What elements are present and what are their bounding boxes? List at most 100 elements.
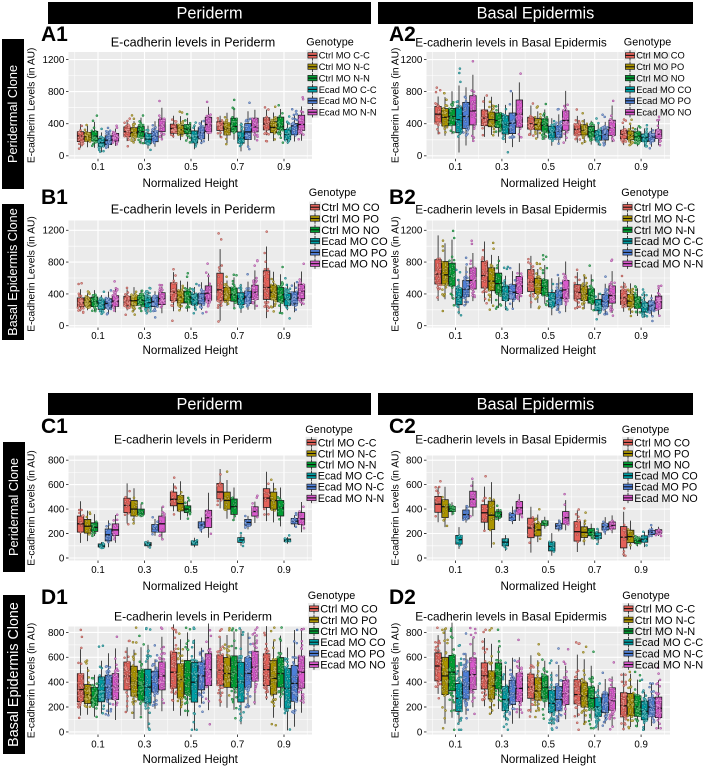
svg-text:Genotype: Genotype: [305, 424, 353, 436]
svg-text:Ctrl MO CO: Ctrl MO CO: [634, 437, 690, 449]
svg-text:Ecad MO NO: Ecad MO NO: [636, 108, 691, 118]
svg-text:Normalized Height: Normalized Height: [501, 177, 597, 190]
svg-text:Ecad MO N-N: Ecad MO N-N: [634, 259, 704, 271]
svg-text:Ecad MO CO: Ecad MO CO: [321, 236, 388, 248]
svg-text:0.9: 0.9: [634, 740, 647, 751]
svg-text:0.7: 0.7: [588, 740, 601, 751]
svg-text:0.1: 0.1: [91, 162, 104, 173]
svg-text:Ecad MO NO: Ecad MO NO: [321, 259, 388, 271]
svg-text:0.5: 0.5: [184, 565, 197, 576]
svg-text:Basal Epidermis Clone: Basal Epidermis Clone: [6, 208, 20, 335]
svg-text:Ecad MO C-C: Ecad MO C-C: [319, 85, 377, 95]
svg-text:600: 600: [406, 480, 423, 491]
svg-text:Ctrl MO N-C: Ctrl MO N-C: [634, 214, 696, 226]
svg-text:0.5: 0.5: [542, 565, 555, 576]
svg-text:Ecad MO C-C: Ecad MO C-C: [634, 236, 704, 248]
svg-text:0.1: 0.1: [91, 565, 104, 576]
svg-text:1200: 1200: [43, 55, 65, 66]
svg-text:A1: A1: [41, 23, 68, 46]
svg-text:Ecad MO NO: Ecad MO NO: [320, 660, 386, 672]
svg-text:0.3: 0.3: [495, 565, 508, 576]
svg-text:Normalized Height: Normalized Height: [501, 344, 597, 357]
svg-text:Ctrl MO NO: Ctrl MO NO: [321, 225, 380, 237]
svg-text:Genotype: Genotype: [306, 36, 354, 48]
svg-text:0.7: 0.7: [588, 331, 601, 342]
svg-text:0.1: 0.1: [449, 740, 462, 751]
svg-text:Normalized Height: Normalized Height: [143, 580, 239, 593]
svg-text:Genotype: Genotype: [622, 424, 670, 436]
svg-text:D1: D1: [41, 586, 68, 609]
svg-text:Ctrl MO N-C: Ctrl MO N-C: [319, 62, 370, 72]
svg-text:400: 400: [406, 678, 423, 689]
svg-text:200: 200: [48, 529, 65, 540]
svg-text:Genotype: Genotype: [621, 187, 669, 199]
svg-text:E-cadherin levels in Basal Epi: E-cadherin levels in Basal Epidermis: [415, 203, 607, 217]
svg-text:Ecad MO N-C: Ecad MO N-C: [634, 247, 704, 259]
svg-text:0.9: 0.9: [634, 565, 647, 576]
svg-text:0.7: 0.7: [231, 162, 244, 173]
svg-text:800: 800: [48, 628, 65, 639]
svg-text:0.3: 0.3: [138, 565, 151, 576]
svg-text:0.7: 0.7: [231, 740, 244, 751]
svg-text:Ctrl MO N-N: Ctrl MO N-N: [634, 225, 696, 237]
svg-text:E-cadherin Levels (in AU): E-cadherin Levels (in AU): [391, 450, 402, 566]
svg-text:Ecad MO N-N: Ecad MO N-N: [319, 108, 377, 118]
svg-text:C1: C1: [41, 415, 68, 438]
svg-text:0.1: 0.1: [91, 331, 104, 342]
svg-text:E-cadherin Levels (in AU): E-cadherin Levels (in AU): [27, 48, 38, 164]
svg-text:200: 200: [48, 702, 65, 713]
svg-text:Peridermal Clone: Peridermal Clone: [6, 65, 20, 163]
svg-text:0: 0: [59, 553, 65, 564]
svg-text:0.7: 0.7: [231, 331, 244, 342]
svg-text:0.5: 0.5: [184, 331, 197, 342]
svg-text:Normalized Height: Normalized Height: [143, 753, 239, 766]
svg-text:Ecad MO N-N: Ecad MO N-N: [635, 660, 704, 672]
svg-text:Ecad MO PO: Ecad MO PO: [320, 648, 385, 660]
svg-text:0.3: 0.3: [495, 162, 508, 173]
svg-text:600: 600: [406, 653, 423, 664]
svg-text:0: 0: [417, 321, 423, 332]
svg-text:Ctrl MO PO: Ctrl MO PO: [320, 615, 377, 627]
svg-text:0: 0: [417, 151, 423, 162]
svg-text:400: 400: [48, 505, 65, 516]
svg-text:0.5: 0.5: [542, 162, 555, 173]
svg-text:E-cadherin levels in Periderm: E-cadherin levels in Periderm: [111, 203, 276, 217]
svg-text:0.9: 0.9: [277, 331, 290, 342]
svg-text:400: 400: [48, 119, 65, 130]
svg-text:0: 0: [59, 321, 65, 332]
svg-text:Ctrl MO PO: Ctrl MO PO: [634, 448, 689, 460]
svg-text:B1: B1: [41, 186, 68, 209]
svg-text:Ctrl MO C-C: Ctrl MO C-C: [319, 51, 370, 61]
svg-text:Basal Epidermis Clone: Basal Epidermis Clone: [6, 602, 22, 747]
svg-text:Ctrl MO C-C: Ctrl MO C-C: [318, 437, 377, 449]
svg-text:800: 800: [406, 258, 423, 269]
svg-text:800: 800: [406, 87, 423, 98]
svg-text:0.9: 0.9: [277, 740, 290, 751]
svg-text:Ecad MO NO: Ecad MO NO: [634, 493, 698, 505]
svg-text:Basal Epidermis: Basal Epidermis: [477, 396, 595, 414]
svg-text:0.7: 0.7: [231, 565, 244, 576]
svg-text:E-cadherin levels in Basal Epi: E-cadherin levels in Basal Epidermis: [415, 433, 607, 447]
svg-text:0.5: 0.5: [542, 740, 555, 751]
svg-text:Ecad MO CO: Ecad MO CO: [634, 471, 698, 483]
svg-text:Ecad MO PO: Ecad MO PO: [321, 247, 387, 259]
svg-text:0.3: 0.3: [495, 740, 508, 751]
svg-text:400: 400: [48, 678, 65, 689]
svg-text:0: 0: [59, 727, 65, 738]
svg-text:Ctrl MO NO: Ctrl MO NO: [634, 460, 690, 472]
svg-text:200: 200: [406, 529, 423, 540]
svg-text:Normalized Height: Normalized Height: [501, 753, 597, 766]
svg-text:1200: 1200: [401, 226, 423, 237]
svg-text:800: 800: [406, 456, 423, 467]
svg-text:400: 400: [406, 505, 423, 516]
svg-text:Ecad MO CO: Ecad MO CO: [320, 637, 386, 649]
svg-text:C2: C2: [389, 415, 416, 438]
svg-text:Basal Epidermis: Basal Epidermis: [477, 5, 595, 23]
svg-text:Ctrl MO NO: Ctrl MO NO: [320, 626, 378, 638]
svg-text:Peridermal Clone: Peridermal Clone: [7, 458, 21, 556]
svg-text:0: 0: [59, 151, 65, 162]
svg-text:0.3: 0.3: [495, 331, 508, 342]
svg-text:Periderm: Periderm: [176, 5, 242, 23]
svg-text:Ctrl MO C-C: Ctrl MO C-C: [634, 202, 696, 214]
svg-text:0.3: 0.3: [138, 740, 151, 751]
